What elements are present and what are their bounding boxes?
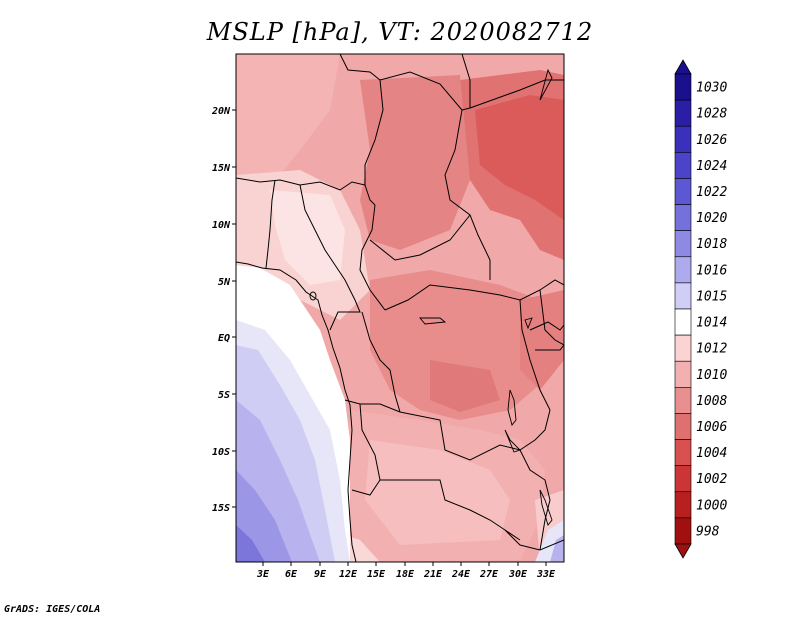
lon-label: 3E: [256, 569, 270, 580]
country-borders: [236, 54, 564, 562]
lat-label: 15S: [212, 503, 230, 514]
lon-label: 12E: [339, 569, 358, 580]
colorbar: 1030 1028 1026 1024 1022 1020 1018 1016 1015 1014…: [674, 59, 727, 559]
colorbar-swatch: [674, 308, 692, 336]
colorbar-swatch: [674, 230, 692, 258]
colorbar-swatch: [674, 439, 692, 466]
colorbar-label: 1004: [696, 446, 727, 461]
colorbar-label: 1000: [696, 498, 727, 513]
colorbar-label: 1010: [696, 368, 727, 383]
colorbar-label: 1028: [696, 107, 727, 122]
lon-label: 15E: [367, 569, 386, 580]
lon-label: 6E: [285, 569, 298, 580]
colorbar-label: 1008: [696, 394, 727, 409]
colorbar-label: 1024: [696, 159, 727, 174]
pressure-field: [236, 54, 564, 562]
colorbar-label: 1014: [696, 316, 727, 331]
colorbar-label: 1020: [696, 211, 727, 226]
colorbar-label: 1018: [696, 237, 727, 252]
colorbar-swatch: [674, 413, 692, 440]
lat-label: 10N: [212, 220, 231, 231]
colorbar-swatch: [674, 256, 692, 284]
colorbar-swatch: [674, 204, 692, 231]
colorbar-top-arrow: [674, 59, 692, 75]
lon-label: 33E: [536, 569, 556, 580]
colorbar-swatch: [674, 360, 692, 388]
map-frame: [235, 53, 565, 563]
colorbar-swatch: [674, 282, 692, 310]
colorbar-label: 1026: [696, 133, 727, 148]
lon-label: 24E: [451, 569, 471, 580]
colorbar-label: 1022: [696, 185, 727, 200]
colorbar-swatch: [674, 125, 692, 153]
lat-label: 10S: [212, 447, 230, 458]
colorbar-swatch: [674, 465, 692, 493]
lat-label: EQ: [218, 333, 230, 344]
lakes: [309, 68, 553, 526]
colorbar-label: 1012: [696, 342, 727, 357]
lon-label: 30E: [508, 569, 528, 580]
colorbar-swatch: [674, 99, 692, 127]
lon-label: 21E: [423, 569, 443, 580]
lon-label: 9E: [314, 569, 327, 580]
colorbar-label: 998: [696, 524, 720, 539]
lat-label: 5N: [218, 277, 231, 288]
colorbar-label: 1015: [696, 289, 727, 304]
lat-label: 20N: [211, 106, 231, 117]
colorbar-label: 1002: [696, 472, 727, 487]
lat-label: 5S: [218, 390, 230, 401]
map-title: MSLP [hPa], VT: 2020082712: [206, 18, 594, 46]
colorbar-swatch: [674, 73, 692, 101]
lon-label: 18E: [396, 569, 415, 580]
colorbar-swatch: [674, 178, 692, 205]
lon-label: 27E: [479, 569, 499, 580]
colorbar-bottom-arrow: [674, 543, 692, 559]
colorbar-swatch: [674, 387, 692, 414]
colorbar-label: 1016: [696, 263, 727, 278]
colorbar-swatch: [674, 334, 692, 362]
colorbar-swatch: [674, 152, 692, 179]
colorbar-swatch: [674, 491, 692, 519]
lat-label: 15N: [212, 163, 231, 174]
colorbar-swatch: [674, 517, 692, 545]
grads-credit: GrADS: IGES/COLA: [4, 604, 101, 615]
colorbar-label: 1006: [696, 420, 727, 435]
colorbar-label: 1030: [696, 81, 727, 96]
